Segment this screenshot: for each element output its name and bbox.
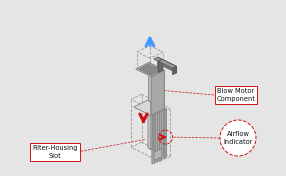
Circle shape	[220, 120, 256, 156]
Text: Airflow
Indicator: Airflow Indicator	[223, 131, 253, 145]
Polygon shape	[151, 70, 164, 115]
Polygon shape	[154, 57, 162, 61]
Polygon shape	[138, 64, 162, 75]
Polygon shape	[173, 66, 176, 75]
Polygon shape	[158, 57, 162, 71]
Polygon shape	[148, 100, 166, 157]
Polygon shape	[134, 100, 166, 116]
Polygon shape	[136, 62, 164, 77]
Polygon shape	[158, 59, 176, 68]
Polygon shape	[162, 59, 176, 73]
Polygon shape	[149, 62, 164, 109]
Text: Blow Motor
Component: Blow Motor Component	[217, 88, 255, 102]
Polygon shape	[152, 109, 166, 164]
Polygon shape	[158, 59, 162, 73]
Text: Filter-Housing
Slot: Filter-Housing Slot	[32, 145, 78, 159]
Polygon shape	[154, 149, 162, 161]
